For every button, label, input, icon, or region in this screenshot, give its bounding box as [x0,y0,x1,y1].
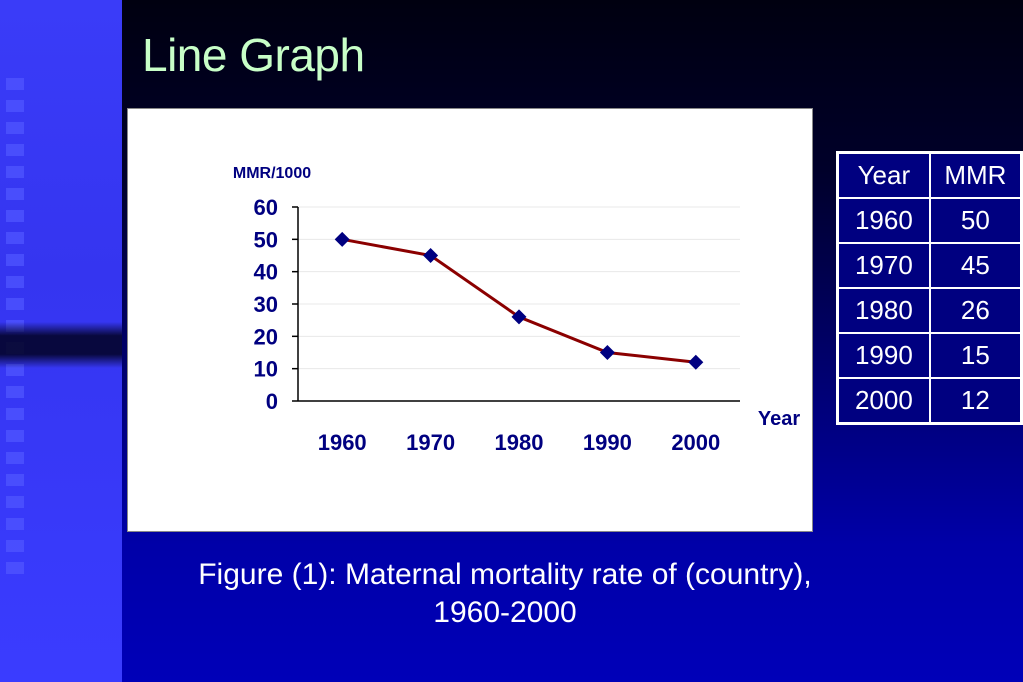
y-tick-label: 0 [266,389,278,414]
y-tick-label: 30 [254,292,278,317]
data-table: Year MMR 1960 50 1970 45 1980 26 1990 15… [836,151,1023,425]
x-tick-label: 1980 [495,430,544,455]
data-point-marker [423,248,439,263]
table-row: 1980 26 [838,288,1021,333]
table-cell-mmr: 12 [929,378,1021,423]
side-dark-band [0,322,122,368]
y-tick-label: 40 [254,260,278,285]
y-tick-label: 20 [254,324,278,349]
y-tick-label: 10 [254,357,278,382]
side-decoration [0,0,122,682]
chart-panel: 0 10 20 30 40 50 60 1960 1970 1980 1990 2000 MMR/100… [127,108,813,532]
x-tick-label: 1960 [318,430,367,455]
table-header-mmr: MMR [929,153,1021,198]
table-header-row: Year MMR [838,153,1021,198]
line-chart: 0 10 20 30 40 50 60 1960 1970 1980 1990 2000 MMR/100… [233,165,800,455]
table-cell-year: 2000 [838,378,930,423]
series-line [341,237,696,364]
table-row: 1990 15 [838,333,1021,378]
caption-line-1: Figure (1): Maternal mortality rate of (… [198,558,812,591]
data-point-marker [511,309,527,325]
x-tick-label: 1970 [406,430,455,455]
data-point-marker [688,354,704,370]
caption-line-2: 1960-2000 [433,596,577,629]
table-cell-year: 1960 [838,198,930,243]
table-cell-year: 1990 [838,333,930,378]
table-row: 1970 45 [838,243,1021,288]
table-row: 2000 12 [838,378,1021,423]
table-cell-year: 1970 [838,243,930,288]
x-axis-title: Year [758,408,800,430]
slide-title: Line Graph [142,29,365,81]
data-point-marker [334,231,350,247]
data-point-marker [599,345,615,360]
table-cell-year: 1980 [838,288,930,333]
table-header-year: Year [838,153,930,198]
y-tick-label: 50 [254,227,278,252]
y-axis-title: MMR/1000 [233,165,311,182]
table-cell-mmr: 45 [929,243,1021,288]
y-tick-label: 60 [254,195,278,220]
figure-caption: Figure (1): Maternal mortality rate of (… [140,556,870,632]
x-tick-label: 2000 [671,430,720,455]
table-cell-mmr: 15 [929,333,1021,378]
table-row: 1960 50 [838,198,1021,243]
table-cell-mmr: 26 [929,288,1021,333]
x-tick-label: 1990 [583,430,632,455]
table-cell-mmr: 50 [929,198,1021,243]
